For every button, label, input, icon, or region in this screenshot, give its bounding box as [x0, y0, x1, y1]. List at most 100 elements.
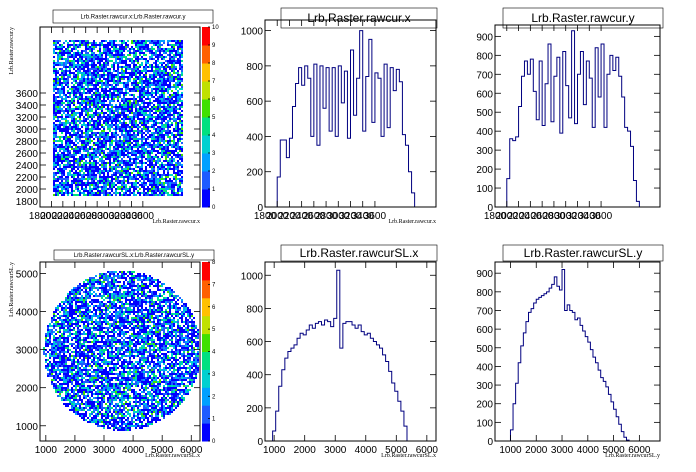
heatmap-cell [77, 399, 79, 401]
heatmap-cell [177, 44, 179, 46]
heatmap-cell [71, 90, 73, 92]
heatmap-cell [73, 309, 75, 311]
heatmap-cell [117, 176, 119, 178]
heatmap-cell [105, 138, 107, 140]
heatmap-cell [61, 122, 63, 124]
histogram-bin [628, 131, 631, 207]
heatmap-cell [73, 327, 75, 329]
heatmap-cell [117, 170, 119, 172]
heatmap-cell [171, 66, 173, 68]
heatmap-cell [107, 80, 109, 82]
heatmap-cell [113, 64, 115, 66]
heatmap-cell [139, 118, 141, 120]
heatmap-cell [175, 66, 177, 68]
heatmap-cell [151, 54, 153, 56]
heatmap-cell [75, 166, 77, 168]
heatmap-cell [115, 74, 117, 76]
heatmap-cell [67, 379, 69, 381]
heatmap-cell [45, 343, 47, 345]
heatmap-cell [169, 186, 171, 188]
heatmap-cell [139, 120, 141, 122]
heatmap-cell [85, 66, 87, 68]
heatmap-cell [87, 80, 89, 82]
heatmap-cell [147, 110, 149, 112]
heatmap-cell [65, 329, 67, 331]
colorbar-segment [202, 40, 210, 46]
heatmap-cell [109, 166, 111, 168]
heatmap-cell [179, 108, 181, 110]
heatmap-cell [69, 375, 71, 377]
heatmap-cell [73, 152, 75, 154]
heatmap-cell [91, 158, 93, 160]
heatmap-cell [77, 72, 79, 74]
heatmap-cell [75, 361, 77, 363]
heatmap-cell [77, 88, 79, 90]
heatmap-cell [131, 184, 133, 186]
heatmap-cell [137, 148, 139, 150]
heatmap-cell [95, 182, 97, 184]
heatmap-cell [77, 58, 79, 60]
heatmap-cell [69, 140, 71, 142]
heatmap-cell [79, 194, 81, 196]
heatmap-cell [171, 194, 173, 196]
heatmap-cell [53, 144, 55, 146]
heatmap-cell [123, 62, 125, 64]
heatmap-cell [81, 148, 83, 150]
heatmap-cell [115, 130, 117, 132]
heatmap-cell [107, 152, 109, 154]
heatmap-cell [177, 50, 179, 52]
heatmap-cell [133, 94, 135, 96]
heatmap-cell [153, 54, 155, 56]
heatmap-cell [77, 106, 79, 108]
heatmap-cell [73, 329, 75, 331]
heatmap-cell [77, 389, 79, 391]
heatmap-cell [67, 126, 69, 128]
heatmap-cell [167, 168, 169, 170]
heatmap-cell [55, 164, 57, 166]
heatmap-cell [129, 138, 131, 140]
heatmap-cell [129, 112, 131, 114]
heatmap-cell [163, 106, 165, 108]
heatmap-cell [169, 82, 171, 84]
heatmap-cell [57, 385, 59, 387]
heatmap-cell [69, 353, 71, 355]
heatmap-cell [95, 194, 97, 196]
heatmap-cell [79, 102, 81, 104]
heatmap-cell [75, 146, 77, 148]
heatmap-cell [169, 56, 171, 58]
heatmap-cell [77, 172, 79, 174]
heatmap-cell [91, 128, 93, 130]
heatmap-cell [163, 160, 165, 162]
heatmap-cell [63, 86, 65, 88]
histogram-bin [610, 55, 613, 207]
heatmap-cell [151, 140, 153, 142]
heatmap-cell [77, 343, 79, 345]
heatmap-cell [151, 88, 153, 90]
heatmap-cell [77, 138, 79, 140]
heatmap-cell [115, 84, 117, 86]
heatmap-cell [97, 88, 99, 90]
heatmap-cell [173, 66, 175, 68]
heatmap-cell [173, 186, 175, 188]
heatmap-cell [151, 188, 153, 190]
heatmap-cell [61, 58, 63, 60]
heatmap-cell [121, 134, 123, 136]
heatmap-cell [79, 319, 81, 321]
heatmap-cell [113, 86, 115, 88]
heatmap-cell [177, 42, 179, 44]
heatmap-cell [157, 158, 159, 160]
heatmap-cell [129, 126, 131, 128]
heatmap-cell [77, 176, 79, 178]
heatmap-cell [49, 333, 51, 335]
heatmap-cell [115, 122, 117, 124]
heatmap-cell [135, 90, 137, 92]
heatmap-cell [69, 56, 71, 58]
heatmap-cell [55, 377, 57, 379]
heatmap-cell [69, 68, 71, 70]
histogram-bin [607, 74, 610, 207]
heatmap-cell [61, 391, 63, 393]
heatmap-cell [67, 152, 69, 154]
heatmap-cell [171, 140, 173, 142]
heatmap-cell [147, 90, 149, 92]
heatmap-cell [137, 110, 139, 112]
